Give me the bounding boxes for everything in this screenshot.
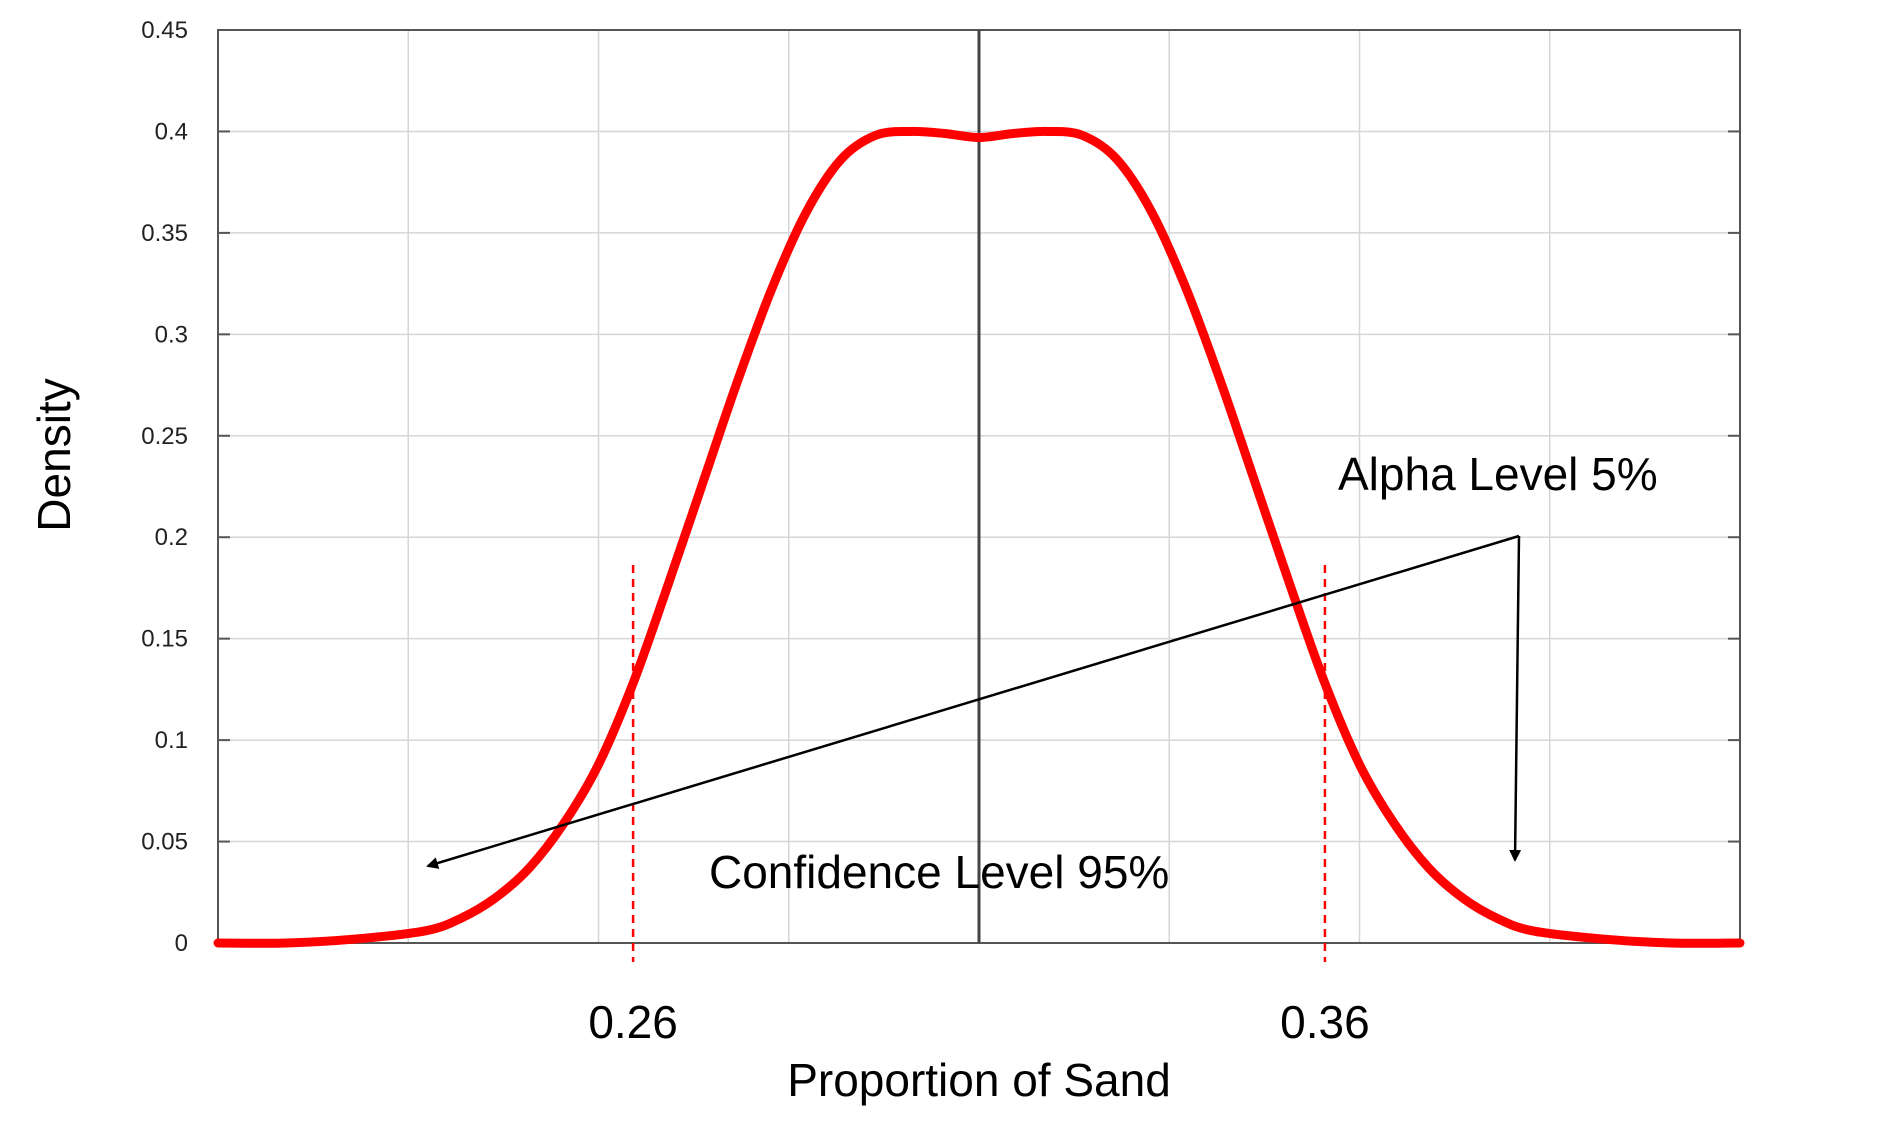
y-tick-label: 0.45: [141, 17, 188, 44]
x-tick-label: 0.36: [1280, 996, 1370, 1048]
y-tick-label: 0.35: [141, 220, 188, 247]
y-axis-title: Density: [28, 378, 80, 531]
y-tick-label: 0.4: [155, 118, 188, 145]
y-tick-label: 0.2: [155, 524, 188, 551]
y-axis: 0 0.05 0.1 0.15 0.2 0.25 0.3 0.35 0.4 0.45: [141, 17, 1740, 957]
x-axis: 0.26 0.36: [588, 996, 1369, 1048]
x-axis-title: Proportion of Sand: [787, 1054, 1171, 1106]
y-tick-label: 0.05: [141, 829, 188, 856]
alpha-level-label: Alpha Level 5%: [1338, 448, 1658, 500]
y-tick-label: 0.15: [141, 626, 188, 653]
critical-lines: [631, 565, 1327, 962]
confidence-level-label: Confidence Level 95%: [709, 846, 1169, 898]
y-tick-label: 0.1: [155, 727, 188, 754]
x-tick-label: 0.26: [588, 996, 678, 1048]
y-tick-label: 0: [175, 930, 188, 957]
alpha-arrow-down: [1509, 535, 1522, 862]
y-tick-label: 0.3: [155, 321, 188, 348]
y-tick-label: 0.25: [141, 423, 188, 450]
alpha-arrow-left: [426, 534, 1520, 869]
density-curve: [213, 126, 1745, 948]
